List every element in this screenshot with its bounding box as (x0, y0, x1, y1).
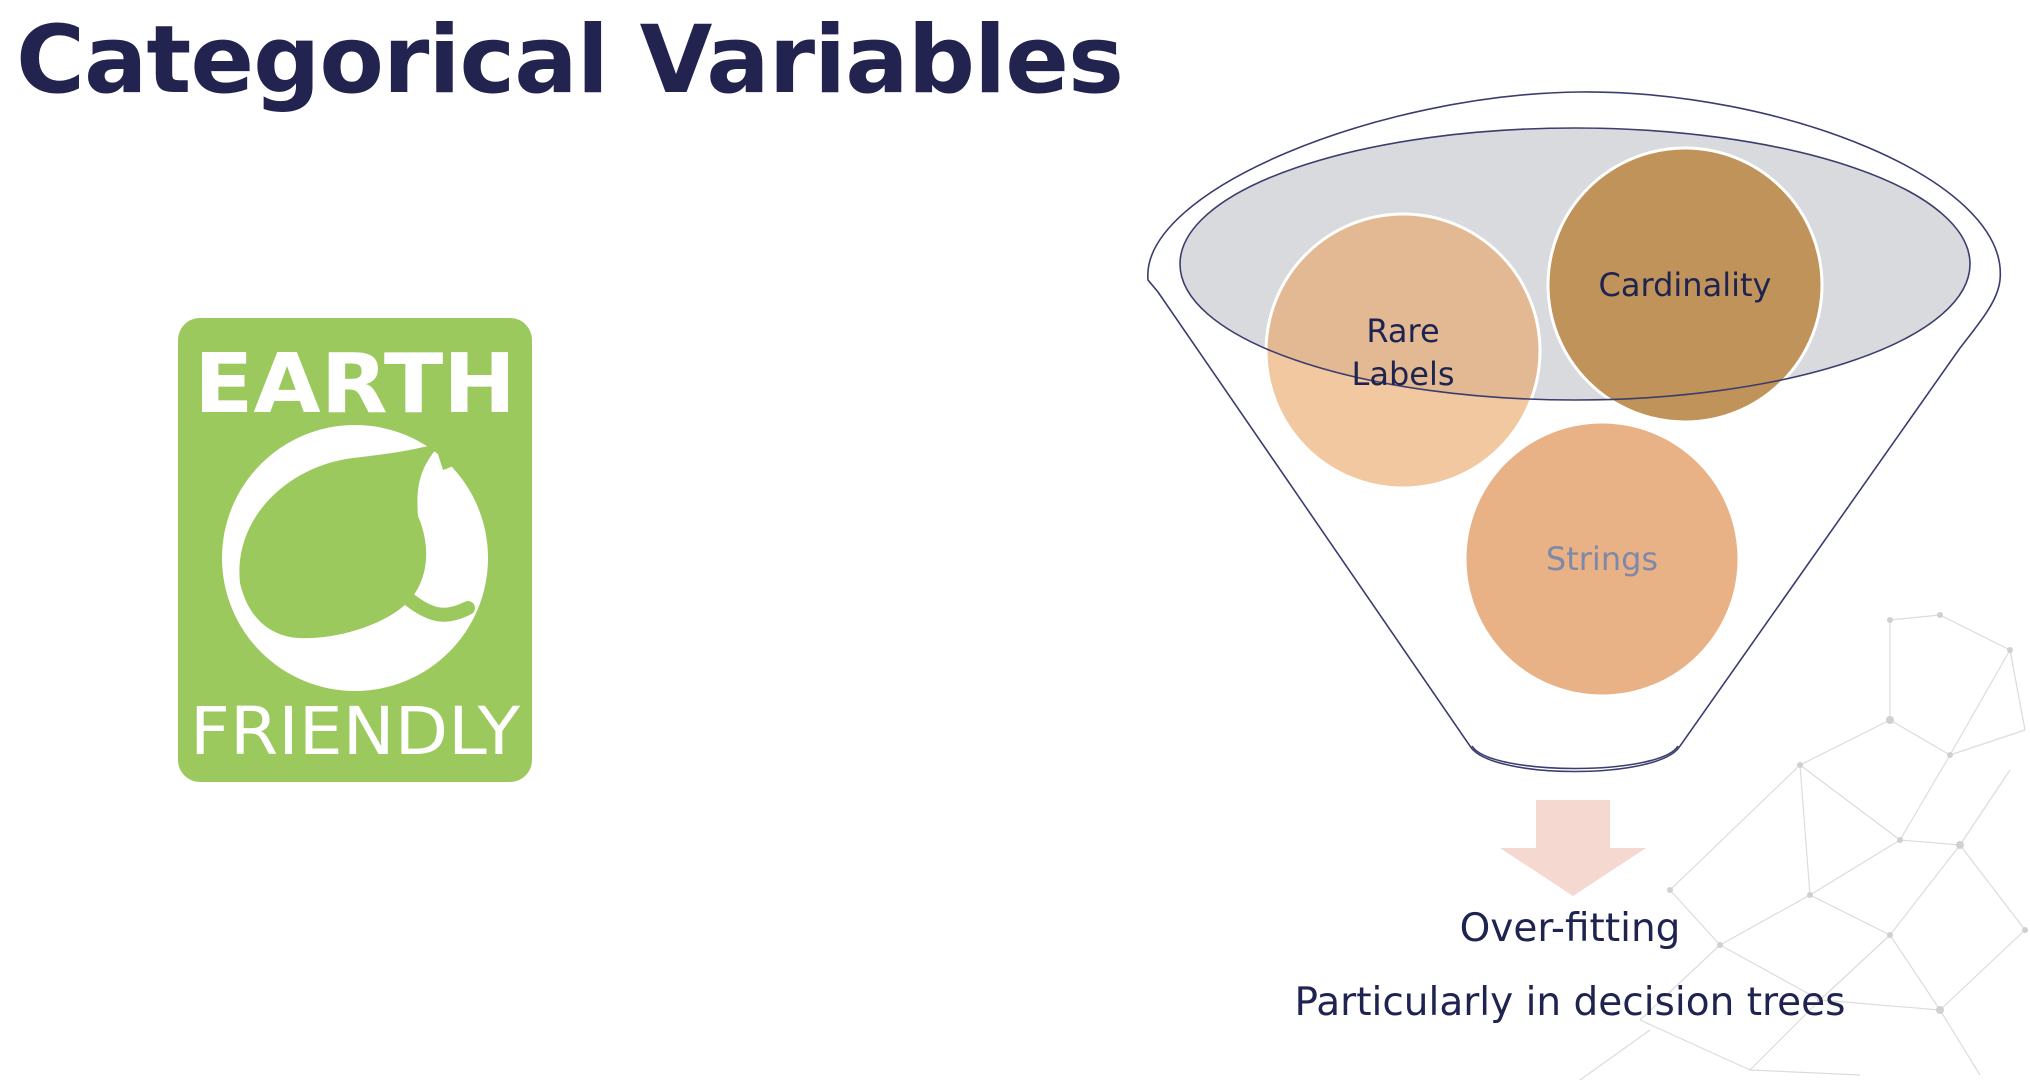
circle-label-strings: Strings (1546, 540, 1658, 578)
funnel-diagram: Cardinality Rare Labels Strings (1147, 91, 2001, 773)
output-overfitting: Over-fitting (1459, 906, 1681, 951)
output-decision-trees: Particularly in decision trees (1294, 980, 1846, 1025)
funnel-top-outline (1179, 127, 1971, 401)
arrow-down-icon (1500, 800, 1646, 896)
logo-top-text: EARTH (194, 337, 516, 432)
earth-friendly-logo: EARTH FRIENDLY (178, 318, 532, 782)
circle-label-rare: Rare (1366, 312, 1439, 350)
network-pattern-decoration (1579, 612, 2028, 1080)
circle-label-labels: Labels (1352, 355, 1455, 393)
circle-rare-labels (1264, 212, 1542, 490)
circle-cardinality (1546, 146, 1824, 424)
circle-strings (1463, 420, 1741, 698)
circle-label-cardinality: Cardinality (1599, 266, 1772, 304)
funnel-spout (1471, 745, 1679, 770)
leaf-icon (239, 442, 475, 639)
slide-title: Categorical Variables (16, 6, 1124, 115)
logo-bottom-text: FRIENDLY (190, 693, 521, 770)
